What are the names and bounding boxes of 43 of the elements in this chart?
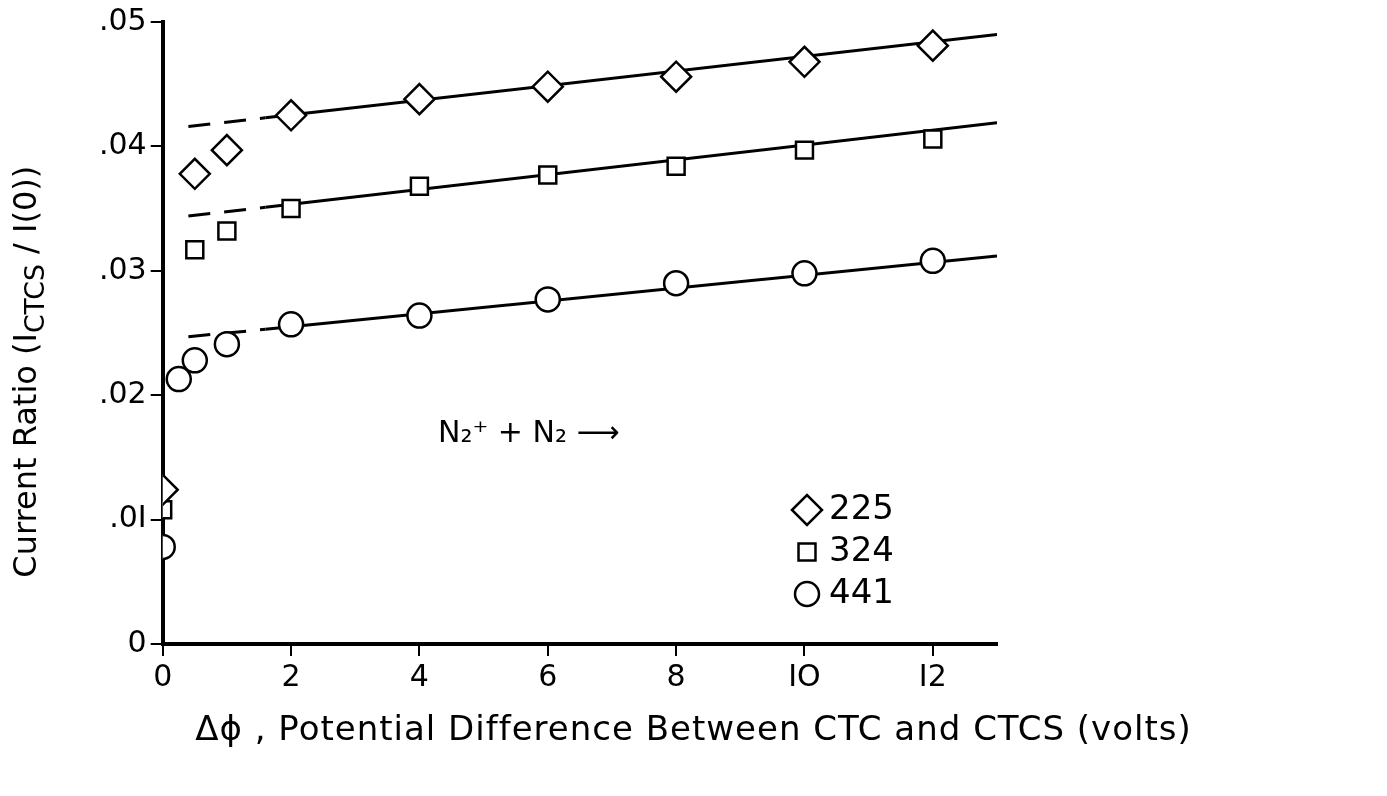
x-tick-label: IO (788, 657, 821, 693)
point (531, 70, 565, 103)
point (666, 156, 686, 177)
point (788, 45, 821, 79)
point (185, 239, 205, 260)
point (178, 157, 212, 191)
legend-label: 225 (829, 486, 894, 527)
point (919, 247, 947, 275)
point (534, 286, 562, 313)
point (274, 99, 308, 132)
point (662, 269, 690, 297)
point (409, 176, 430, 196)
x-tick-label: 0 (153, 657, 173, 693)
y-tick-label: .05 (98, 1, 147, 37)
x-tick-label: 6 (538, 657, 558, 693)
x-tick-label: I2 (918, 657, 947, 693)
annotation: N₂⁺ + N₂ ⟶ (438, 413, 620, 449)
x-axis-title: Δϕ , Potential Difference Between CTC and CTCS (volts) (194, 708, 1193, 748)
point (403, 82, 436, 116)
point (794, 140, 815, 160)
point (916, 29, 950, 62)
y-tick-label: .04 (98, 126, 147, 162)
point (217, 221, 237, 241)
point (277, 311, 305, 338)
point (281, 198, 301, 219)
point (791, 260, 818, 287)
y-tick-label: .03 (98, 250, 147, 286)
point (923, 129, 943, 149)
legend-label: 441 (829, 570, 894, 611)
y-tick-label: .0I (109, 499, 147, 535)
point (659, 60, 693, 93)
point (210, 133, 244, 167)
point (538, 165, 558, 185)
x-tick-label: 4 (409, 657, 429, 693)
x-tick-label: 2 (281, 657, 301, 693)
y-tick-label: .02 (98, 375, 147, 410)
legend-label: 324 (829, 528, 894, 569)
point (406, 302, 433, 329)
y-tick-label: 0 (127, 623, 147, 659)
x-tick-label: 8 (666, 657, 686, 693)
point (213, 330, 241, 358)
point (165, 365, 192, 393)
point (181, 347, 209, 374)
